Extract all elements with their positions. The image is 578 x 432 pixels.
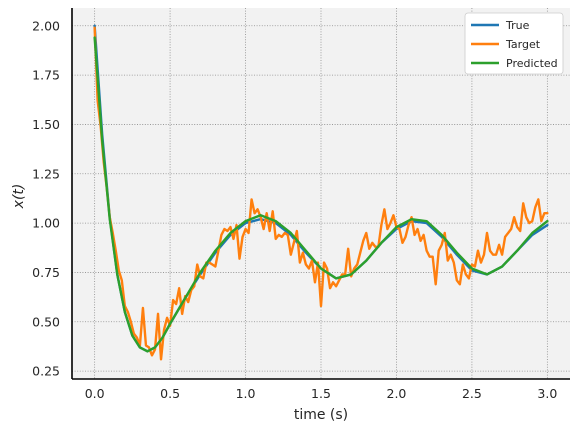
legend-label-predicted: Predicted <box>506 57 558 70</box>
y-tick-label: 0.25 <box>32 364 60 379</box>
x-tick-label: 1.0 <box>236 386 256 401</box>
series-lines <box>93 24 549 361</box>
x-tick-label: 0.5 <box>160 386 180 401</box>
y-tick-label: 0.50 <box>32 314 60 329</box>
x-tick-label: 2.0 <box>387 386 407 401</box>
y-axis-label: x(t) <box>11 184 27 210</box>
x-tick-label: 0.0 <box>85 386 105 401</box>
x-tick-labels: 0.0 0.5 1.0 1.5 2.0 2.5 3.0 <box>85 386 558 401</box>
y-tick-labels: 0.25 0.50 0.75 1.00 1.25 1.50 1.75 2.00 <box>32 18 60 378</box>
series-line-predicted <box>93 36 549 353</box>
y-tick-label: 1.00 <box>32 216 60 231</box>
x-tick-label: 1.5 <box>311 386 331 401</box>
x-tick-label: 3.0 <box>537 386 557 401</box>
legend-label-target: Target <box>505 38 541 51</box>
legend-box <box>464 12 564 75</box>
grid <box>72 8 570 379</box>
y-tick-label: 0.75 <box>32 265 60 280</box>
x-axis-label: time (s) <box>294 407 348 423</box>
y-tick-label: 1.50 <box>32 117 60 132</box>
legend-label-true: True <box>505 19 530 32</box>
y-tick-label: 1.75 <box>32 68 60 83</box>
y-tick-label: 2.00 <box>32 18 60 33</box>
legend: True Target Predicted <box>464 12 564 75</box>
y-tick-label: 1.25 <box>32 166 60 181</box>
x-tick-label: 2.5 <box>462 386 482 401</box>
